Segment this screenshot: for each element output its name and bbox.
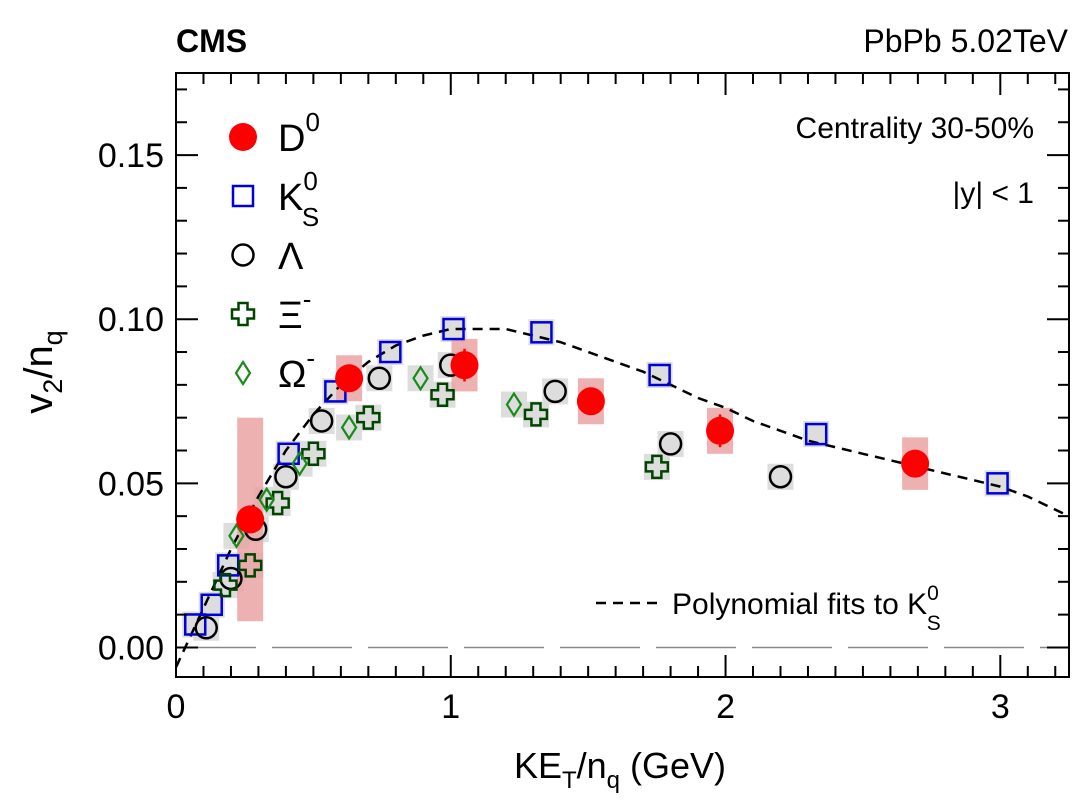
point-filled-circle [706, 416, 735, 445]
syst-box [308, 407, 335, 434]
point-open-diamond [258, 486, 275, 513]
point-open-diamond [340, 414, 358, 441]
legend-label: D0 [278, 107, 320, 160]
legend-marker [231, 243, 255, 267]
legend-marker [229, 123, 257, 151]
rapidity-label: |y| < 1 [953, 177, 1034, 210]
syst-box [522, 401, 549, 428]
point-open-cross [301, 441, 326, 467]
x-tick-label: 2 [716, 688, 735, 726]
syst-box [407, 365, 434, 392]
point-open-circle [274, 465, 298, 489]
syst-box [429, 381, 456, 408]
point-open-cross [213, 572, 238, 598]
legend-label: Ω- [278, 343, 315, 396]
y-tick-label: 0.05 [98, 465, 164, 503]
legend-label: Λ [278, 236, 304, 278]
point-open-cross [356, 405, 381, 430]
point-open-circle [194, 616, 218, 640]
points-layer [183, 317, 1009, 640]
legend-item: Λ [231, 236, 304, 278]
point-open-square [804, 422, 828, 446]
point-open-square [183, 613, 207, 636]
point-open-square [530, 321, 553, 344]
y-tick-label: 0.00 [98, 629, 164, 667]
y-tick-label: 0.10 [98, 301, 164, 339]
point-open-circle [367, 366, 392, 391]
point-open-circle [543, 379, 567, 404]
centrality-label: Centrality 30-50% [796, 112, 1034, 145]
plot-frame [175, 72, 1070, 678]
collision-label: PbPb 5.02TeV [863, 23, 1068, 59]
legend-item: D0 [229, 107, 320, 160]
point-open-square [442, 317, 465, 341]
syst-box [500, 391, 527, 418]
point-open-diamond [505, 391, 523, 418]
syst-box [643, 453, 670, 480]
syst-box [984, 470, 1011, 497]
syst-box [528, 319, 555, 346]
point-open-diamond [291, 450, 308, 477]
point-open-square [379, 340, 402, 364]
point-open-cross [430, 382, 455, 407]
x-tick-label: 3 [991, 688, 1010, 726]
legend-marker [231, 184, 255, 208]
syst-box [542, 378, 569, 405]
y-tick-label: 0.15 [98, 137, 164, 175]
point-open-cross [237, 553, 263, 578]
legend-marker [230, 301, 256, 327]
legend-item: K0 S [231, 166, 319, 232]
point-open-square [200, 593, 223, 617]
fit-legend-label: Polynomial fits to K0 S [672, 582, 941, 635]
point-open-cross [644, 454, 670, 480]
point-open-cross [265, 490, 290, 516]
legend-item: Ξ- [230, 284, 311, 337]
point-open-cross [523, 402, 549, 427]
y-axis-title: v2/nq [17, 330, 68, 413]
point-filled-circle [901, 449, 930, 478]
x-axis-title: KET/nq (GeV) [514, 745, 726, 794]
legend-item: Ω- [234, 343, 315, 396]
x-tick-label: 0 [167, 688, 186, 726]
point-open-circle [658, 432, 683, 456]
x-tick-label: 1 [441, 688, 460, 726]
point-open-circle [309, 409, 334, 433]
point-filled-circle [236, 505, 265, 534]
point-open-square [986, 472, 1009, 495]
legend-label: Ξ- [278, 284, 311, 337]
syst-box [657, 430, 684, 457]
point-open-square [648, 363, 671, 387]
ticks-layer: 0 1 2 3 0.00 0.05 0.10 0.15 [98, 73, 1069, 726]
point-filled-circle [335, 364, 364, 393]
point-open-circle [768, 465, 793, 489]
syst-box [767, 463, 794, 490]
point-open-diamond [228, 522, 245, 549]
legend-label: K0 S [278, 166, 319, 232]
syst-box [366, 365, 393, 392]
point-open-diamond [412, 365, 429, 392]
experiment-label: CMS [176, 23, 247, 59]
legend-marker [234, 359, 252, 387]
point-filled-circle [576, 387, 605, 416]
legend: D0 K0 SΛ Ξ- Ω- [229, 107, 320, 396]
point-filled-circle [450, 351, 479, 380]
